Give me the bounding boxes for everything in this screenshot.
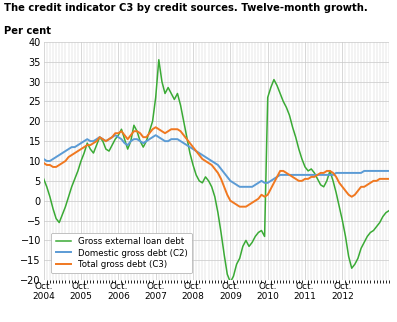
Text: The credit indicator C3 by credit sources. Twelve-month growth.: The credit indicator C3 by credit source… [4, 3, 368, 13]
Text: Per cent: Per cent [4, 26, 51, 36]
Legend: Gross external loan debt, Domestic gross debt (C2), Total gross debt (C3): Gross external loan debt, Domestic gross… [52, 233, 192, 273]
